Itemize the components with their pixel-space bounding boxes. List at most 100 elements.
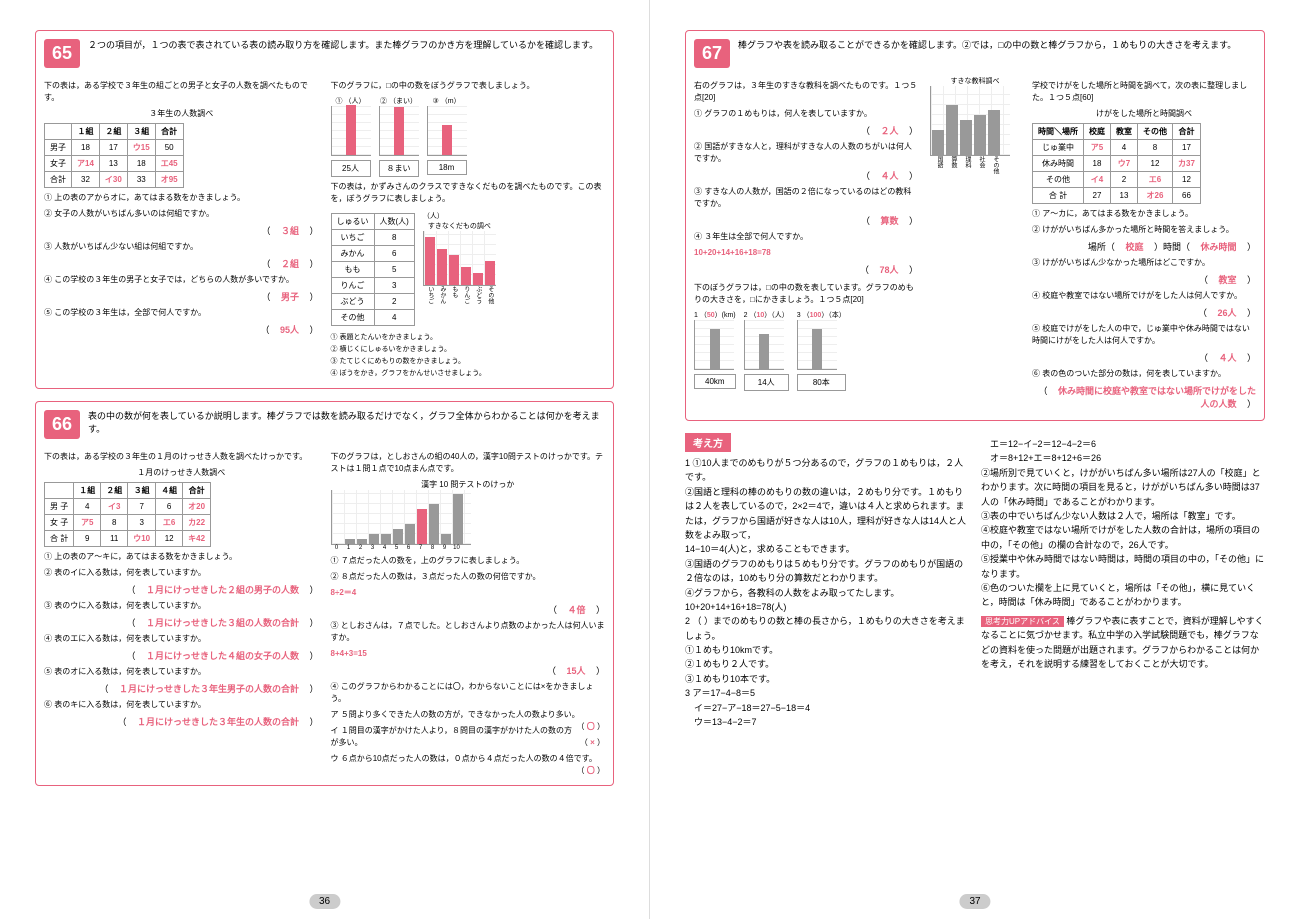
answer: （ １月にけっせきした４組の女子の人数 ）	[44, 649, 319, 662]
question-item: ② 女子の人数がいちばん多いのは何組ですか。	[44, 208, 319, 220]
section-65: 65 ２つの項目が，１つの表で表されている表の読み取り方を確認します。また棒グラ…	[35, 30, 614, 389]
explain-line: ⑥色のついた欄を上に見ていくと，場所は「その他」，横に見ていくと，時間は「休み時…	[981, 581, 1265, 610]
explain-header: 考え方	[685, 433, 731, 452]
table-66: １組２組３組４組合計 男 子4イ376オ20 女 子ア583エ6カ22 合 計9…	[44, 482, 211, 547]
question-item: ② けががいちばん多かった場所と時間を答えましょう。	[1032, 224, 1256, 236]
sub-item: ウ ６点から10点だった人の数は，０点から４点だった人の数の４倍です。 （ 〇 …	[331, 753, 606, 765]
explain-line: ①１めもり10kmです。	[685, 643, 969, 657]
question-item: ③ けががいちばん少なかった場所はどこですか。	[1032, 257, 1256, 269]
sub-item: イ １問目の漢字がかけた人より，８問目の漢字がかけた人の数の方が多い。 （ × …	[331, 725, 606, 749]
section-desc-67: 棒グラフや表を読み取ることができるかを確認します。②では，□の中の数と棒グラフか…	[738, 39, 1256, 52]
q2-intro: 下のグラフに，□の中の数をぼうグラフで表しましょう。	[331, 80, 606, 92]
fruit-table: しゅるい人数(人)いちご8みかん6もも5りんご3ぶどう2その他4	[331, 213, 415, 326]
explain-line: ④校庭や教室ではない場所でけがをした人数の合計は，場所の項目の中の，「その他」の…	[981, 523, 1265, 552]
question-item: ① グラフの１めもりは，何人を表していますか。	[694, 108, 918, 120]
answer: （ 算数 ）	[694, 214, 918, 227]
explain-line: ②国語と理科の棒のめもりの数の違いは，２めもり分です。１めもりは２人を表している…	[685, 485, 969, 543]
answer: （ １月にけっせきした２組の男子の人数 ）	[44, 583, 319, 596]
answer: （ ３組 ）	[44, 224, 319, 237]
question-item: ⑥ 表のキに入る数は，何を表していますか。	[44, 699, 319, 711]
mini-chart: 3 （100）（本）80本	[797, 310, 846, 391]
question-item: ① 上の表のア〜キに，あてはまる数をかきましょう。	[44, 551, 319, 563]
mini-chart: ① （人）25人	[331, 96, 371, 177]
q1-intro: 下の表は，ある学校で３年生の組ごとの男子と女子の人数を調べたものです。	[44, 80, 319, 104]
mini-chart: 1 （50）(km)40km	[694, 310, 736, 391]
answer: （ １月にけっせきした３組の人数の合計 ）	[44, 616, 319, 629]
question-item: ⑤ この学校の３年生は，全部で何人ですか。	[44, 307, 319, 319]
mini-chart: ③ （m）18m	[427, 96, 467, 177]
explain-line: ②１めもり２人です。	[685, 657, 969, 671]
instruction: ④ ぼうをかき，グラフをかんせいさせましょう。	[331, 368, 606, 378]
answer: （ 78人 ）	[694, 263, 918, 276]
calculation: 10+20+14+16+18=78	[694, 247, 918, 259]
mini-chart: 2 （10）（人）14人	[744, 310, 789, 391]
explain-line: 2 （ ）までのめもりの数と棒の長さから，１めもりの大きさを考えましょう。	[685, 614, 969, 643]
mini-chart: ② （まい）８まい	[379, 96, 419, 177]
advice-label: 思考力UPアドバイス	[981, 616, 1064, 627]
section-67: 67 棒グラフや表を読み取ることができるかを確認します。②では，□の中の数と棒グ…	[685, 30, 1265, 421]
question-item: ④ このグラフからわかることには〇，わからないことには×をかきましょう。	[331, 681, 606, 705]
kanji-chart	[331, 490, 471, 545]
explain-line: エ＝12−イ−2＝12−4−2＝6	[981, 437, 1265, 451]
explain-line: ⑤授業中や休み時間ではない時間は，時間の項目の中の，「その他」になります。	[981, 552, 1265, 581]
explain-line: ウ＝13−4−2＝7	[685, 715, 969, 729]
explain-line: ③国語のグラフのめもりは５めもり分です。グラフのめもりが国語の２倍なのは，10め…	[685, 557, 969, 586]
table-67: 時間＼場所校庭教室その他合計 じゅ業中ア54817 休み時間18ウ712カ37 …	[1032, 123, 1201, 204]
question-item: ④ ３年生は全部で何人ですか。	[694, 231, 918, 243]
answer: （ ４人 ）	[1032, 351, 1256, 364]
explain-line: イ＝27−ア−18＝27−5−18＝4	[685, 701, 969, 715]
explain-line: ②場所別で見ていくと，けががいちばん多い場所は27人の「校庭」とわかります。次に…	[981, 466, 1265, 509]
page-number-left: 36	[309, 894, 340, 909]
answer: （ １月にけっせきした３年生男子の人数の合計 ）	[44, 682, 319, 695]
explain-line: 3 ア＝17−4−8＝5	[685, 686, 969, 700]
answer: 場所（ 校庭 ）時間（ 休み時間 ）	[1032, 240, 1256, 253]
question-item: ② ８点だった人の数は，３点だった人の数の何倍ですか。	[331, 571, 606, 583]
answer: （ ４人 ）	[694, 169, 918, 182]
question-item: ④ 表のエに入る数は，何を表していますか。	[44, 633, 319, 645]
answer: （ 男子 ）	[44, 290, 319, 303]
answer: （ 教室 ）	[1032, 273, 1256, 286]
answer: （ ２組 ）	[44, 257, 319, 270]
page-37: 67 棒グラフや表を読み取ることができるかを確認します。②では，□の中の数と棒グ…	[650, 0, 1300, 919]
sub-item: ア ５問より多くできた人の数の方が，できなかった人の数より多い。 （ 〇 ）	[331, 709, 606, 721]
question-item: ④ この学校の３年生の男子と女子では，どちらの人数が多いですか。	[44, 274, 319, 286]
instruction: ① 表題とたんいをかきましょう。	[331, 332, 606, 342]
question-item: ⑥ 表の色のついた部分の数は，何を表していますか。	[1032, 368, 1256, 380]
answer: （ １月にけっせきした３年生の人数の合計 ）	[44, 715, 319, 728]
section-num-67: 67	[694, 39, 730, 68]
section-num-66: 66	[44, 410, 80, 439]
question-item: ⑤ 校庭でけがをした人の中で，じゅ業中や休み時間ではない時間にけがをした人は何人…	[1032, 323, 1256, 347]
explain-line: ③表の中でいちばん少ない人数は２人で，場所は「教室」です。	[981, 509, 1265, 523]
explanation-section: 考え方 1 ①10人までのめもりが５つ分あるので，グラフの１めもりは，２人です。…	[685, 433, 1265, 729]
answer: （ 15人 ）	[331, 664, 606, 677]
section-66: 66 表の中の数が何を表しているか説明します。棒グラフでは数を読み取るだけでなく…	[35, 401, 614, 786]
q3-intro: 下の表は，かずみさんのクラスですきなくだものを調べたものです。この表を，ぼうグラ…	[331, 181, 606, 205]
question-item: ① 上の表のアからオに，あてはまる数をかきましょう。	[44, 192, 319, 204]
section-desc-66: 表の中の数が何を表しているか説明します。棒グラフでは数を読み取るだけでなく，グラ…	[88, 410, 605, 435]
subject-chart	[930, 86, 1010, 156]
instruction: ② 横じくにしゅるいをかきましょう。	[331, 344, 606, 354]
question-item: ③ 人数がいちばん少ない組は何組ですか。	[44, 241, 319, 253]
explain-line: オ＝8+12+エ＝8+12+6＝26	[981, 451, 1265, 465]
question-item: ② 表のイに入る数は，何を表していますか。	[44, 567, 319, 579]
calculation: 8÷2＝4	[331, 587, 606, 599]
section-num-65: 65	[44, 39, 80, 68]
question-item: ③ としおさんは，７点でした。としおさんより点数のよかった人は何人いますか。	[331, 620, 606, 644]
answer: （ ２人 ）	[694, 124, 918, 137]
answer: （ ４倍 ）	[331, 603, 606, 616]
page-number-right: 37	[959, 894, 990, 909]
page-36: 65 ２つの項目が，１つの表で表されている表の読み取り方を確認します。また棒グラ…	[0, 0, 650, 919]
explain-line: ④グラフから，各教科の人数をよみ取ってたします。10+20+14+16+18=7…	[685, 586, 969, 615]
question-item: ③ すきな人の人数が，国語の２倍になっているのはどの教科ですか。	[694, 186, 918, 210]
answer: （ 95人 ）	[44, 323, 319, 336]
calculation: 8+4+3=15	[331, 648, 606, 660]
explain-line: 14−10＝4(人)と，求めることもできます。	[685, 542, 969, 556]
table-65-1: １組２組３組合計 男子1817ウ1550 女子ア141318エ45 合計32イ3…	[44, 123, 184, 188]
answer: （ 26人 ）	[1032, 306, 1256, 319]
question-item: ③ 表のウに入る数は，何を表していますか。	[44, 600, 319, 612]
question-item: ② 国語がすきな人と，理科がすきな人の人数のちがいは何人ですか。	[694, 141, 918, 165]
fruit-chart: （人） すきなくだもの調べ いちごみかんももりんごぶどうその他	[423, 211, 496, 328]
answer: （ 休み時間に校庭や教室ではない場所でけがをした人の人数 ）	[1032, 384, 1256, 410]
section-desc-65: ２つの項目が，１つの表で表されている表の読み取り方を確認します。また棒グラフのか…	[88, 39, 605, 52]
explain-line: 1 ①10人までのめもりが５つ分あるので，グラフの１めもりは，２人です。	[685, 456, 969, 485]
